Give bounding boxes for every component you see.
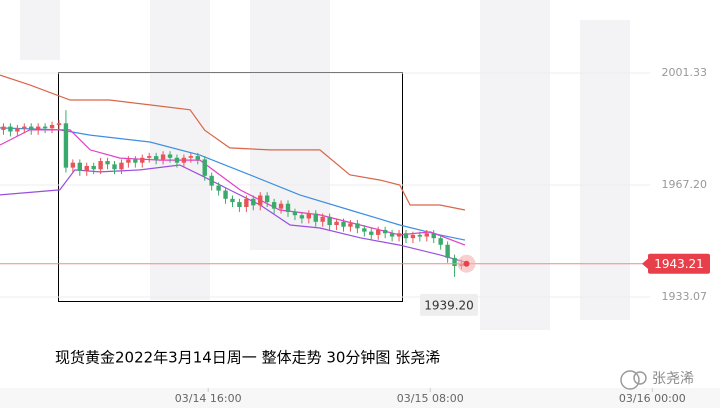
candle-body [355, 223, 360, 229]
candle-body [160, 154, 166, 160]
indicator-line [0, 74, 466, 211]
candle-body [126, 159, 131, 163]
candle-body [362, 228, 367, 232]
candle-body [153, 156, 159, 160]
candle-body [341, 221, 346, 227]
last-price-tag-arrow [642, 257, 649, 270]
x-tick-label: 03/16 00:00 [619, 392, 686, 405]
candle-body [424, 233, 429, 237]
watermark: 张尧浠 [652, 371, 694, 387]
candle-body [334, 221, 339, 226]
candle-body [320, 216, 325, 222]
candle-body [1, 126, 6, 130]
candle-body [15, 128, 20, 132]
candle-body [70, 162, 76, 168]
candle-body [264, 195, 270, 203]
candle-body [382, 229, 388, 234]
x-tick-label: 03/14 16:00 [175, 392, 242, 405]
candle-body [42, 126, 48, 129]
y-tick-label: 1967.20 [662, 178, 708, 191]
last-price-label: 1943.21 [654, 257, 704, 271]
candle-body [56, 123, 62, 125]
candle-body [8, 126, 13, 132]
candle-body [209, 175, 214, 186]
candle-body [167, 154, 173, 158]
candle-body [452, 257, 457, 267]
background-watermark [20, 0, 630, 330]
candle-body [237, 202, 242, 207]
candle-body [431, 233, 436, 239]
candle-body [84, 165, 89, 171]
last-price-tag [648, 253, 710, 274]
indicator-line [0, 164, 466, 263]
candle-body [389, 233, 395, 237]
y-tick-label: 2001.33 [662, 66, 708, 79]
candle-body [63, 123, 69, 168]
candle-body [230, 198, 235, 203]
candle-body [278, 203, 284, 209]
candle-body [417, 234, 423, 237]
candle-body [223, 190, 228, 199]
caption: 现货黄金2022年3月14日周一 整体走势 30分钟图 张尧浠 [55, 349, 440, 367]
candle-body [292, 211, 298, 216]
candle-body [140, 157, 145, 163]
candle-body [376, 229, 381, 235]
x-tick-label: 03/15 08:00 [397, 392, 464, 405]
candle-body [119, 162, 124, 170]
indicator-line [0, 129, 466, 246]
candle-body [299, 215, 305, 219]
candle-body [258, 195, 263, 206]
watermark-badge [620, 370, 647, 390]
candle-body [35, 126, 41, 130]
candle-body [77, 162, 83, 171]
annotation-box [58, 72, 403, 302]
candle-body [147, 156, 152, 158]
candle-body [244, 198, 249, 207]
candle-body [403, 233, 409, 239]
candle-body [202, 159, 207, 176]
candle-body [327, 216, 332, 226]
candle-body [216, 185, 221, 191]
candle-body [369, 231, 374, 235]
candle-body [49, 124, 55, 129]
candle-body [112, 164, 117, 170]
candle-body [174, 157, 180, 163]
candle-body [98, 161, 103, 170]
candle-body [195, 156, 200, 160]
candle-body [396, 233, 402, 237]
candle-body [251, 198, 256, 206]
candle-body [91, 165, 96, 170]
candle-body [313, 213, 318, 222]
low-marker-box [420, 293, 478, 316]
candle-body [29, 126, 34, 130]
x-axis-band [0, 388, 720, 408]
low-marker-label: 1939.20 [424, 298, 474, 312]
candle-body [271, 202, 277, 209]
candle-body [285, 203, 291, 212]
candle-body [181, 157, 187, 163]
candle-body [22, 126, 27, 129]
candle-body [410, 234, 416, 239]
candle-body [105, 161, 110, 165]
candle-body [445, 244, 450, 258]
indicator-line [0, 127, 466, 241]
candle-body [133, 159, 138, 163]
candle-body [188, 156, 194, 158]
y-tick-label: 1933.07 [662, 290, 708, 303]
last-price-dot [463, 260, 470, 267]
candle-body [306, 213, 312, 219]
candle-body [438, 238, 443, 245]
candle-body [348, 223, 353, 227]
